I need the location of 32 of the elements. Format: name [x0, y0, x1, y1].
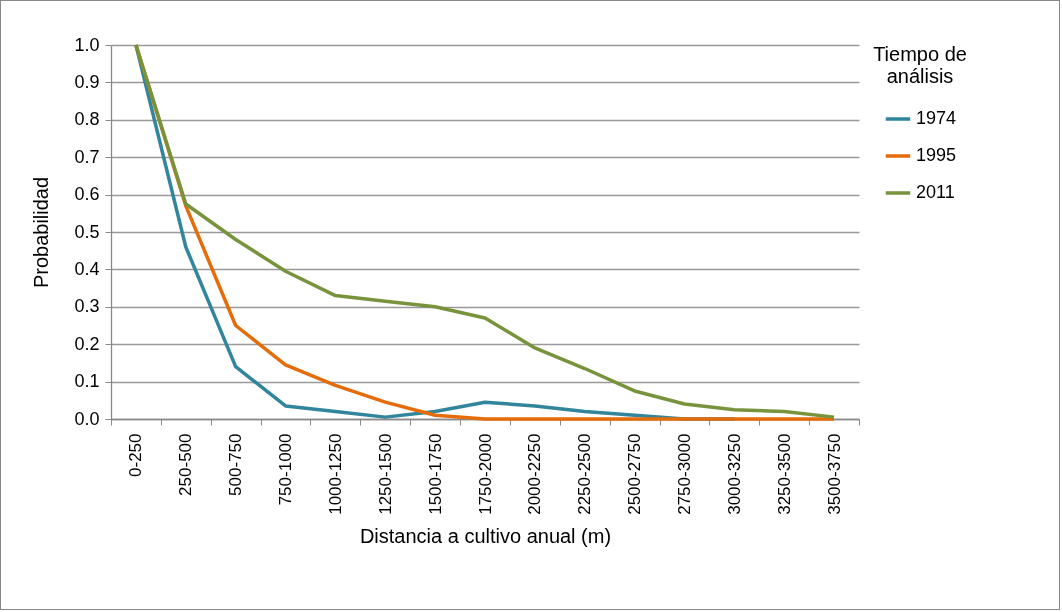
x-tick-label: 3500-3750: [824, 433, 844, 515]
x-tick-label: 500-750: [226, 433, 246, 496]
y-tick-label: 0.4: [74, 258, 100, 279]
y-tick-label: 1.0: [74, 34, 100, 55]
x-tick-label: 1250-1500: [375, 433, 395, 515]
x-tick-label: 3000-3250: [724, 433, 744, 515]
y-tick-label: 0.5: [74, 221, 100, 242]
x-tick-label: 0-250: [126, 433, 146, 477]
y-tick-label: 0.0: [74, 408, 100, 429]
x-tick-label: 1750-2000: [475, 433, 495, 515]
x-tick-label: 750-1000: [276, 433, 296, 506]
x-tick-label: 1000-1250: [325, 433, 345, 515]
x-tick-label: 2250-2500: [575, 433, 595, 515]
x-tick-label: 2750-3000: [674, 433, 694, 515]
y-tick-label: 0.9: [74, 71, 100, 92]
y-tick-label: 0.3: [74, 296, 100, 317]
legend-label: 1995: [916, 145, 957, 165]
x-tick-label: 250-500: [176, 433, 196, 496]
x-tick-label: 2500-2750: [625, 433, 645, 515]
y-tick-label: 0.8: [74, 109, 100, 130]
y-tick-label: 0.2: [74, 333, 100, 354]
x-tick-label: 1500-1750: [425, 433, 445, 515]
x-tick-label: 3250-3500: [774, 433, 794, 515]
legend-label: 1974: [916, 108, 957, 128]
y-tick-label: 0.7: [74, 146, 100, 167]
legend-label: 2011: [916, 182, 955, 202]
y-axis-title: Probabilidad: [30, 176, 53, 289]
x-tick-label: 2000-2250: [525, 433, 545, 515]
y-tick-label: 0.1: [74, 371, 100, 392]
x-axis-title: Distancia a cultivo anual (m): [359, 524, 612, 547]
legend-title: Tiempo de análisis: [873, 43, 967, 87]
y-tick-label: 0.6: [74, 184, 100, 205]
